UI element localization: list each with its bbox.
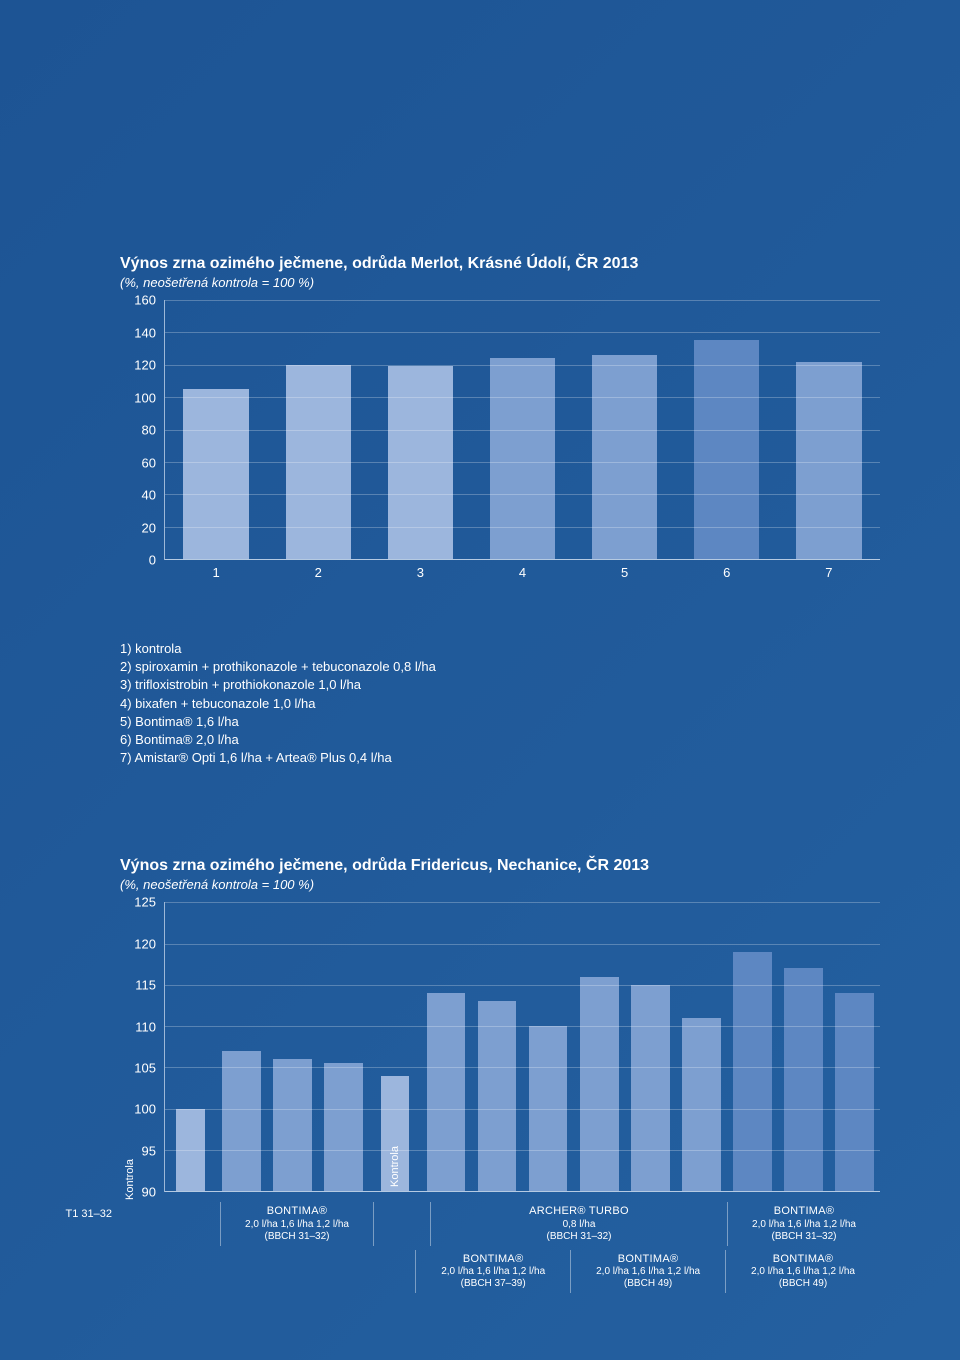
chart2-bar bbox=[631, 985, 670, 1191]
chart2-ytick: 100 bbox=[134, 1102, 156, 1117]
chart1-title: Výnos zrna ozimého ječmene, odrůda Merlo… bbox=[120, 255, 880, 273]
chart2-legend-cell bbox=[373, 1202, 430, 1245]
chart1-xlabel: 4 bbox=[471, 559, 573, 580]
chart1-subtitle: (%, neošetřená kontrola = 100 %) bbox=[120, 275, 880, 290]
chart2-bar bbox=[835, 993, 874, 1191]
chart1-xlabel: 7 bbox=[778, 559, 880, 580]
chart2-legend-cell: BONTIMA®2,0 l/ha 1,6 l/ha 1,2 l/ha(BBCH … bbox=[415, 1250, 570, 1293]
chart1-ytick: 140 bbox=[134, 325, 156, 340]
chart1-bar bbox=[796, 362, 861, 559]
chart2-t1-label: T1 31–32 bbox=[32, 1208, 112, 1220]
chart2-bar bbox=[580, 977, 619, 1192]
chart2-legend-cell bbox=[164, 1202, 220, 1245]
chart1-yaxis: 020406080100120140160 bbox=[120, 300, 160, 560]
chart2: Výnos zrna ozimého ječmene, odrůda Fride… bbox=[120, 857, 880, 1242]
chart1-ytick: 80 bbox=[142, 423, 156, 438]
chart2-kontrola-side: Kontrola bbox=[124, 1159, 136, 1200]
chart1-ytick: 40 bbox=[142, 488, 156, 503]
chart2-title: Výnos zrna ozimého ječmene, odrůda Fride… bbox=[120, 857, 880, 875]
chart2-subtitle: (%, neošetřená kontrola = 100 %) bbox=[120, 877, 880, 892]
chart2-ytick: 120 bbox=[134, 936, 156, 951]
chart1-xlabel: 3 bbox=[369, 559, 471, 580]
chart1-ytick: 60 bbox=[142, 455, 156, 470]
chart2-plot: Kontrola bbox=[164, 902, 880, 1192]
chart1-legend-item: 1) kontrola bbox=[120, 640, 880, 658]
chart1-bar bbox=[183, 389, 248, 559]
chart1-xlabel: 5 bbox=[574, 559, 676, 580]
chart1-xlabel: 6 bbox=[676, 559, 778, 580]
chart2-bar: Kontrola bbox=[381, 1076, 410, 1192]
chart2-legend-cell: BONTIMA®2,0 l/ha 1,6 l/ha 1,2 l/ha(BBCH … bbox=[725, 1250, 880, 1293]
chart2-bar bbox=[324, 1063, 363, 1191]
chart1: Výnos zrna ozimého ječmene, odrůda Merlo… bbox=[120, 255, 880, 767]
chart2-legend-cell: BONTIMA®2,0 l/ha 1,6 l/ha 1,2 l/ha(BBCH … bbox=[220, 1202, 373, 1245]
chart1-legend-item: 6) Bontima® 2,0 l/ha bbox=[120, 731, 880, 749]
chart2-legend: BONTIMA®2,0 l/ha 1,6 l/ha 1,2 l/ha(BBCH … bbox=[164, 1202, 880, 1292]
chart2-bar bbox=[733, 952, 772, 1191]
chart1-ytick: 160 bbox=[134, 293, 156, 308]
chart1-legend: 1) kontrola2) spiroxamin + prothikonazol… bbox=[120, 640, 880, 767]
chart1-legend-item: 7) Amistar® Opti 1,6 l/ha + Artea® Plus … bbox=[120, 749, 880, 767]
chart2-bar bbox=[222, 1051, 261, 1191]
chart1-legend-item: 4) bixafen + tebuconazole 1,0 l/ha bbox=[120, 695, 880, 713]
chart1-legend-item: 3) trifloxistrobin + prothiokonazole 1,0… bbox=[120, 676, 880, 694]
chart2-bar bbox=[273, 1059, 312, 1191]
chart1-ytick: 120 bbox=[134, 358, 156, 373]
chart2-legend-cell: BONTIMA®2,0 l/ha 1,6 l/ha 1,2 l/ha(BBCH … bbox=[727, 1202, 880, 1245]
chart2-ytick: 105 bbox=[134, 1061, 156, 1076]
chart2-bar bbox=[427, 993, 466, 1191]
chart1-bar bbox=[592, 355, 657, 559]
chart2-bar bbox=[478, 1001, 517, 1191]
chart1-xlabel: 2 bbox=[267, 559, 369, 580]
chart2-bar bbox=[784, 968, 823, 1191]
chart2-yaxis: 9095100105110115120125 bbox=[120, 902, 160, 1192]
chart1-legend-item: 5) Bontima® 1,6 l/ha bbox=[120, 713, 880, 731]
chart1-legend-item: 2) spiroxamin + prothikonazole + tebucon… bbox=[120, 658, 880, 676]
chart2-ytick: 125 bbox=[134, 895, 156, 910]
chart2-ytick: 110 bbox=[135, 1019, 156, 1034]
chart2-ytick: 115 bbox=[135, 978, 156, 993]
chart2-legend-cell: ARCHER® TURBO0,8 l/ha(BBCH 31–32) bbox=[430, 1202, 727, 1245]
chart2-kontrola-anno: Kontrola bbox=[389, 1146, 401, 1187]
chart2-ytick: 95 bbox=[142, 1143, 156, 1158]
chart1-plot: 1234567 bbox=[164, 300, 880, 560]
chart2-ytick: 90 bbox=[142, 1185, 156, 1200]
chart1-xlabel: 1 bbox=[165, 559, 267, 580]
chart2-bar bbox=[682, 1018, 721, 1191]
chart2-legend-cell bbox=[164, 1250, 415, 1293]
chart1-ytick: 0 bbox=[149, 553, 156, 568]
chart1-ytick: 100 bbox=[134, 390, 156, 405]
chart1-ytick: 20 bbox=[142, 520, 156, 535]
chart1-bar bbox=[490, 358, 555, 559]
chart2-legend-cell: BONTIMA®2,0 l/ha 1,6 l/ha 1,2 l/ha(BBCH … bbox=[570, 1250, 725, 1293]
